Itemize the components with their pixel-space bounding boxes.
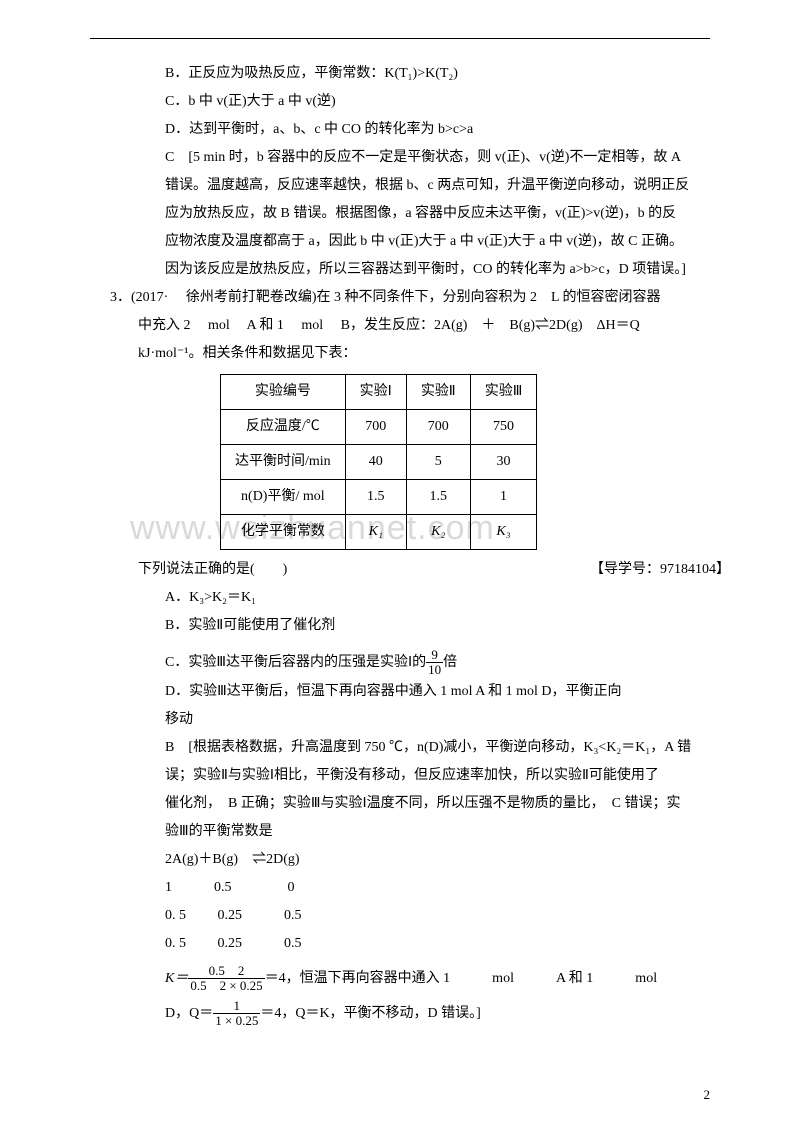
table-cell: 5 <box>406 445 470 480</box>
option-c: C．b 中 v(正)大于 a 中 v(逆) <box>110 88 730 116</box>
k-post: ＝4，恒温下再向容器中通入 1 mol A 和 1 mol <box>265 971 657 986</box>
q3-option-c: C．实验Ⅲ达平衡后容器内的压强是实验Ⅰ的910倍 <box>110 648 730 678</box>
q3-stem: 中充入 2 mol A 和 1 mol B，发生反应：2A(g) ＋ B(g)⇌… <box>110 312 730 340</box>
page-number: 2 <box>704 1082 711 1108</box>
q3-option-b: B．实验Ⅱ可能使用了催化剂 <box>110 612 730 640</box>
explanation-line: 因为该反应是放热反应，所以三容器达到平衡时，CO 的转化率为 a>b>c，D 项… <box>110 256 730 284</box>
table-header: 实验Ⅱ <box>406 375 470 410</box>
denominator: 0.5 2 × 0.25 <box>188 979 264 993</box>
denominator: 10 <box>426 663 443 677</box>
numerator: 0.5 2 <box>188 964 264 979</box>
q3-prompt: 下列说法正确的是( ) 【导学号：97184104】 <box>110 556 730 584</box>
q3-stem: 3．(2017· 徐州考前打靶卷改编)在 3 种不同条件下，分别向容积为 2 L… <box>110 284 730 312</box>
ice-row: 0. 5 0.25 0.5 <box>110 902 730 930</box>
table-cell: K₃ <box>470 515 537 550</box>
fraction: 0.5 20.5 2 × 0.25 <box>188 964 264 994</box>
q3-option-a: A．K₃>K₂＝K₁ <box>110 584 730 612</box>
table-header: 实验Ⅰ <box>345 375 406 410</box>
option-c-post: 倍 <box>443 655 457 670</box>
explanation-line: C [5 min 时，b 容器中的反应不一定是平衡状态，则 v(正)、v(逆)不… <box>110 144 730 172</box>
option-d: D．达到平衡时，a、b、c 中 CO 的转化率为 b>c>a <box>110 116 730 144</box>
q3-answer-line: 验Ⅲ的平衡常数是 <box>110 818 730 846</box>
data-table: 实验编号 实验Ⅰ 实验Ⅱ 实验Ⅲ 反应温度/℃ 700 700 750 达平衡时… <box>220 374 537 550</box>
prompt-text: 下列说法正确的是( ) <box>138 562 287 577</box>
table-header: 实验Ⅲ <box>470 375 537 410</box>
numerator: 9 <box>426 648 443 663</box>
table-cell: K₁ <box>345 515 406 550</box>
table-cell: 750 <box>470 410 537 445</box>
top-rule <box>90 38 710 39</box>
numerator: 1 <box>213 999 260 1014</box>
fraction: 11 × 0.25 <box>213 999 260 1029</box>
table-cell: 反应温度/℃ <box>221 410 346 445</box>
denominator: 1 × 0.25 <box>213 1014 260 1028</box>
fraction: 910 <box>426 648 443 678</box>
table-cell: 化学平衡常数 <box>221 515 346 550</box>
q-pre: D，Q＝ <box>165 1006 213 1021</box>
k-symbol: K＝ <box>165 971 188 986</box>
table-cell: 700 <box>345 410 406 445</box>
table-cell: 40 <box>345 445 406 480</box>
ice-row: 0. 5 0.25 0.5 <box>110 930 730 958</box>
q-expression: D，Q＝11 × 0.25＝4，Q＝K，平衡不移动，D 错误。] <box>110 999 730 1029</box>
reference-number: 【导学号：97184104】 <box>590 556 730 584</box>
q3-stem: kJ·mol⁻¹。相关条件和数据见下表： <box>110 340 730 368</box>
table-cell: 达平衡时间/min <box>221 445 346 480</box>
document-body: B．正反应为吸热反应，平衡常数：K(T₁)>K(T₂) C．b 中 v(正)大于… <box>110 60 730 1029</box>
table-row: 实验编号 实验Ⅰ 实验Ⅱ 实验Ⅲ <box>221 375 537 410</box>
q3-option-d-cont: 移动 <box>110 706 730 734</box>
table-row: 达平衡时间/min 40 5 30 <box>221 445 537 480</box>
q3-answer-line: 催化剂， B 正确；实验Ⅲ与实验Ⅰ温度不同，所以压强不是物质的量比， C 错误；… <box>110 790 730 818</box>
explanation-line: 应物浓度及温度都高于 a，因此 b 中 v(正)大于 a 中 v(正)大于 a … <box>110 228 730 256</box>
table-cell: 1.5 <box>345 480 406 515</box>
table-cell: K₂ <box>406 515 470 550</box>
option-b: B．正反应为吸热反应，平衡常数：K(T₁)>K(T₂) <box>110 60 730 88</box>
table-cell: 1 <box>470 480 537 515</box>
q-post: ＝4，Q＝K，平衡不移动，D 错误。] <box>260 1006 481 1021</box>
k-expression: K＝0.5 20.5 2 × 0.25＝4，恒温下再向容器中通入 1 mol A… <box>110 964 730 994</box>
q3-answer-line: 误；实验Ⅱ与实验Ⅰ相比，平衡没有移动，但反应速率加快，所以实验Ⅱ可能使用了 <box>110 762 730 790</box>
table-row: 化学平衡常数 K₁ K₂ K₃ <box>221 515 537 550</box>
table-cell: n(D)平衡/ mol <box>221 480 346 515</box>
ice-row: 1 0.5 0 <box>110 874 730 902</box>
explanation-line: 错误。温度越高，反应速率越快，根据 b、c 两点可知，升温平衡逆向移动，说明正反 <box>110 172 730 200</box>
table-row: n(D)平衡/ mol 1.5 1.5 1 <box>221 480 537 515</box>
table-row: 反应温度/℃ 700 700 750 <box>221 410 537 445</box>
option-c-pre: C．实验Ⅲ达平衡后容器内的压强是实验Ⅰ的 <box>165 655 426 670</box>
table-cell: 30 <box>470 445 537 480</box>
q3-option-d: D．实验Ⅲ达平衡后，恒温下再向容器中通入 1 mol A 和 1 mol D，平… <box>110 678 730 706</box>
table-header: 实验编号 <box>221 375 346 410</box>
explanation-line: 应为放热反应，故 B 错误。根据图像，a 容器中反应未达平衡，v(正)>v(逆)… <box>110 200 730 228</box>
q3-answer-line: B [根据表格数据，升高温度到 750 ℃，n(D)减小，平衡逆向移动，K₃<K… <box>110 734 730 762</box>
table-cell: 1.5 <box>406 480 470 515</box>
equation: 2A(g)＋B(g) ⇌2D(g) <box>110 846 730 874</box>
table-cell: 700 <box>406 410 470 445</box>
